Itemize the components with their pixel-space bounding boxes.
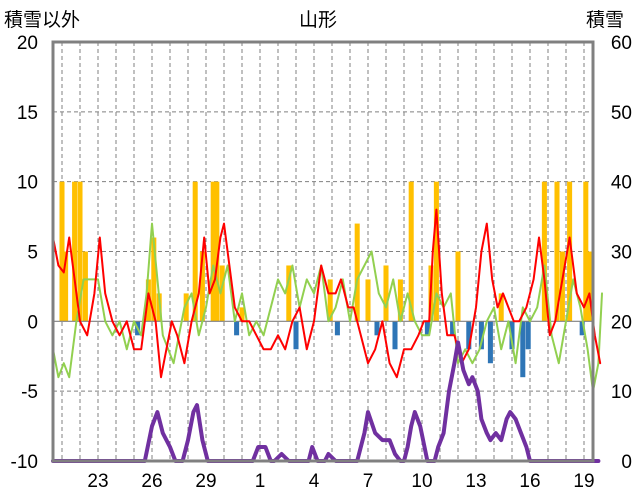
precip-bar: [59, 181, 65, 322]
y-tick-label-right: 20: [611, 312, 632, 333]
y-tick-label-left: 10: [17, 173, 38, 194]
x-tick-label: 16: [519, 471, 540, 492]
precip-bar: [397, 279, 403, 322]
precip-bar: [455, 251, 461, 322]
precip-bar: [478, 321, 484, 350]
horizontal-gridlines: [53, 111, 593, 392]
temp-anomaly-line: [52, 208, 602, 379]
precip-bar: [579, 321, 585, 336]
precip-bar: [210, 181, 216, 322]
series-lines: [51, 208, 603, 463]
y-tick-label-right: 60: [611, 33, 632, 54]
left-axis-label: 積雪以外: [4, 9, 80, 31]
precip-bar: [583, 181, 589, 322]
x-tick-label: 7: [363, 471, 374, 492]
precip-bar: [365, 279, 371, 322]
y-tick-label-left: 0: [27, 312, 38, 333]
precip-bar: [72, 181, 78, 322]
precip-bar: [334, 321, 340, 336]
x-tick-label: 1: [255, 471, 266, 492]
precip-bar: [392, 321, 398, 350]
right-y-axis-ticks: 60 50 40 30 20 10 0: [611, 33, 632, 473]
y-tick-label-right: 30: [611, 243, 632, 264]
y-tick-label-right: 0: [621, 452, 632, 473]
precip-bar: [374, 321, 380, 336]
precip-bar: [192, 181, 198, 322]
precip-bar: [82, 251, 88, 322]
x-tick-label: 19: [573, 471, 594, 492]
precip-bar: [567, 181, 573, 322]
precip-bar: [214, 181, 220, 322]
precip-bar: [199, 251, 205, 322]
precip-bar: [520, 321, 526, 378]
precip-bar: [327, 279, 333, 322]
x-tick-label: 13: [465, 471, 486, 492]
precip-bar: [239, 307, 245, 322]
y-tick-label-left: 15: [17, 103, 38, 124]
precip-bar: [509, 321, 515, 350]
chart-title: 山形: [299, 9, 337, 31]
right-axis-label: 積雪: [586, 9, 624, 31]
precip-bar: [183, 293, 189, 322]
precip-bar: [286, 265, 292, 322]
x-tick-label: 10: [411, 471, 432, 492]
x-tick-label: 26: [141, 471, 162, 492]
y-tick-label-right: 50: [611, 103, 632, 124]
precip-bar: [487, 321, 493, 364]
precip-bar: [77, 181, 83, 322]
x-tick-label: 4: [309, 471, 320, 492]
precip-bar: [466, 321, 472, 350]
precip-bar: [219, 265, 225, 322]
precip-bar: [586, 251, 592, 322]
precip-bar: [559, 251, 565, 322]
precip-bar: [433, 181, 439, 322]
precip-bar: [541, 181, 547, 322]
precip-bar: [63, 251, 69, 322]
precip-bar: [151, 237, 157, 322]
y-tick-label-right: 40: [611, 173, 632, 194]
y-tick-label-left: -5: [21, 382, 38, 403]
precip-bar: [234, 321, 240, 336]
precip-bar: [354, 223, 360, 322]
sunshine-anomaly-line: [52, 222, 603, 393]
precip-bar: [498, 293, 504, 322]
gridlines: [53, 42, 593, 461]
y-tick-label-left: 20: [17, 33, 38, 54]
x-tick-label: 23: [87, 471, 108, 492]
y-tick-label-left: -10: [11, 452, 38, 473]
precip-bar: [293, 321, 299, 350]
left-y-axis-ticks: 20 15 10 5 0 -5 -10: [11, 33, 38, 473]
precip-bar: [383, 265, 389, 322]
snow-depth-line: [51, 340, 601, 463]
x-tick-label: 29: [195, 471, 216, 492]
precip-bar: [525, 321, 531, 350]
precip-bar: [554, 181, 560, 322]
precip-bar: [450, 321, 456, 336]
x-axis-ticks: 23 26 29 1 4 7 10 13 16 19: [87, 471, 594, 492]
plot-frame: [51, 40, 595, 463]
y-tick-label-right: 10: [611, 382, 632, 403]
y-tick-label-left: 5: [27, 243, 38, 264]
precip-bar: [408, 181, 414, 322]
precip-bar: [424, 321, 430, 336]
